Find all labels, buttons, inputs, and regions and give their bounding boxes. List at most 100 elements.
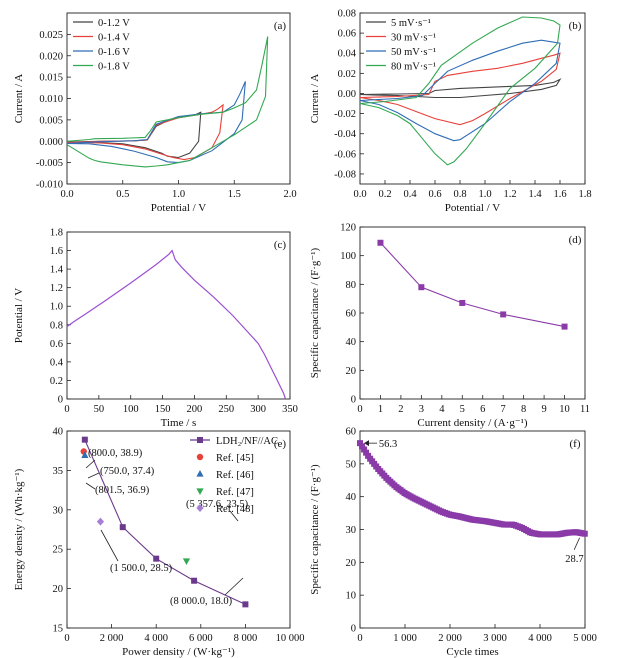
data-point: [361, 446, 368, 453]
data-point: [561, 323, 568, 330]
series-line: [359, 78, 562, 99]
legend-label: Ref. [48]: [216, 504, 254, 515]
x-axis-label: Time / s: [161, 417, 197, 429]
x-axis-label: Power density / (W·kg⁻¹): [122, 646, 235, 658]
x-tick-label: 4 000: [144, 633, 168, 644]
series-line: [66, 249, 287, 400]
y-tick-label: 0: [351, 624, 356, 635]
x-tick-label: 11: [580, 404, 590, 415]
y-tick-label: 0.00: [338, 89, 356, 100]
y-tick-label: -0.06: [334, 149, 356, 160]
y-tick-label: 1.8: [50, 228, 63, 239]
x-tick-label: 1.4: [528, 189, 542, 200]
legend-label: 0-1.6 V: [98, 47, 130, 58]
x-tick-label: 150: [155, 404, 171, 415]
y-tick-label: -0.005: [36, 158, 63, 169]
annotation-leader: [85, 459, 96, 469]
y-tick-label: 0.000: [39, 137, 63, 148]
annotation-label: (800.0, 38.9): [88, 448, 143, 459]
x-tick-label: 1 000: [393, 633, 417, 644]
data-point: [242, 601, 249, 608]
x-tick-label: 8 000: [234, 633, 258, 644]
y-tick-label: 40: [346, 337, 357, 348]
data-point: [459, 299, 466, 306]
y-tick-label: 0.015: [39, 73, 63, 84]
annotation-leader: [573, 537, 580, 550]
y-tick-label: 0.08: [338, 9, 356, 20]
y-tick-label: 20: [53, 584, 64, 595]
x-tick-label: 0.4: [403, 189, 417, 200]
y-tick-label: 0.020: [39, 51, 63, 62]
data-point: [418, 284, 425, 291]
annotation-label: (8 000.0, 18.0): [170, 596, 233, 607]
panel-label: (e): [274, 438, 287, 450]
legend-label: Ref. [45]: [216, 453, 254, 464]
x-tick-label: 10 000: [276, 633, 305, 644]
x-tick-label: 0: [357, 633, 362, 644]
x-tick-label: 5: [460, 404, 465, 415]
x-tick-label: 5 000: [573, 633, 597, 644]
y-tick-label: 120: [340, 223, 356, 234]
panel-label: (d): [569, 234, 582, 246]
annotation-label: (5 357.6, 23.5): [186, 499, 249, 510]
x-axis-label: Potential / V: [445, 202, 500, 214]
plot-frame: [359, 226, 586, 400]
x-tick-label: 250: [218, 404, 234, 415]
x-tick-label: 10: [559, 404, 570, 415]
y-axis-label: Specific capacitance / (F·g⁻¹): [309, 464, 321, 595]
y-tick-label: 1.2: [50, 283, 63, 294]
y-axis-label: Energy density / (Wh·kg⁻¹): [13, 468, 25, 590]
y-axis-label: Potential / V: [13, 288, 25, 343]
y-tick-label: 0.02: [338, 69, 356, 80]
x-tick-label: 4: [439, 404, 445, 415]
legend-label: 30 mV·s⁻¹: [391, 32, 436, 43]
annotation-leader: [100, 529, 119, 562]
data-point: [357, 440, 363, 447]
x-tick-label: 8: [521, 404, 526, 415]
x-tick-label: 1.5: [228, 189, 241, 200]
y-tick-label: 20: [346, 558, 357, 569]
y-axis-label: Current / A: [13, 74, 25, 124]
y-tick-label: 1.4: [50, 265, 64, 276]
x-tick-label: 0.6: [428, 189, 441, 200]
y-axis-label: Specific capacitance / (F·g⁻¹): [309, 247, 321, 378]
annotation-label: 56.3: [379, 439, 397, 450]
x-tick-label: 1.6: [553, 189, 566, 200]
y-tick-label: 0.005: [39, 115, 63, 126]
y-tick-label: 50: [346, 459, 357, 470]
x-tick-label: 0.5: [116, 189, 129, 200]
data-point: [377, 239, 384, 246]
panel-label: (b): [569, 20, 582, 32]
x-tick-label: 1: [378, 404, 383, 415]
x-tick-label: 7: [501, 404, 506, 415]
y-tick-label: 0: [58, 395, 63, 406]
legend-label: Ref. [46]: [216, 470, 254, 481]
chart-panel-4: 0 1 2 3 4 5 6 7 8 9 10 11 0 20 40 60 80 100 120 Current den…: [309, 223, 590, 430]
y-tick-label: 0.025: [39, 30, 63, 41]
reference-point: [81, 451, 89, 459]
data-point: [191, 577, 198, 584]
data-point: [581, 530, 588, 537]
y-tick-label: 80: [346, 280, 357, 291]
x-tick-label: 50: [94, 404, 105, 415]
x-tick-label: 200: [187, 404, 203, 415]
x-axis-label: Potential / V: [151, 202, 206, 214]
plot-frame: [66, 430, 291, 629]
x-tick-label: 1.8: [578, 189, 591, 200]
series-line: [84, 439, 246, 605]
legend-label: LDH₂/NF//AC: [216, 436, 278, 447]
panel-label: (c): [274, 239, 287, 251]
x-tick-label: 6: [480, 404, 485, 415]
y-tick-label: 10: [346, 591, 357, 602]
data-point: [363, 449, 370, 456]
x-tick-label: 0: [357, 404, 362, 415]
x-tick-label: 0.2: [378, 189, 391, 200]
x-tick-label: 0.8: [453, 189, 466, 200]
y-tick-label: 20: [346, 366, 357, 377]
annotation-leader: [229, 510, 239, 522]
legend-label: 0-1.2 V: [98, 18, 130, 29]
y-tick-label: -0.010: [36, 180, 63, 191]
data-point: [359, 443, 366, 450]
series-line: [359, 39, 561, 142]
